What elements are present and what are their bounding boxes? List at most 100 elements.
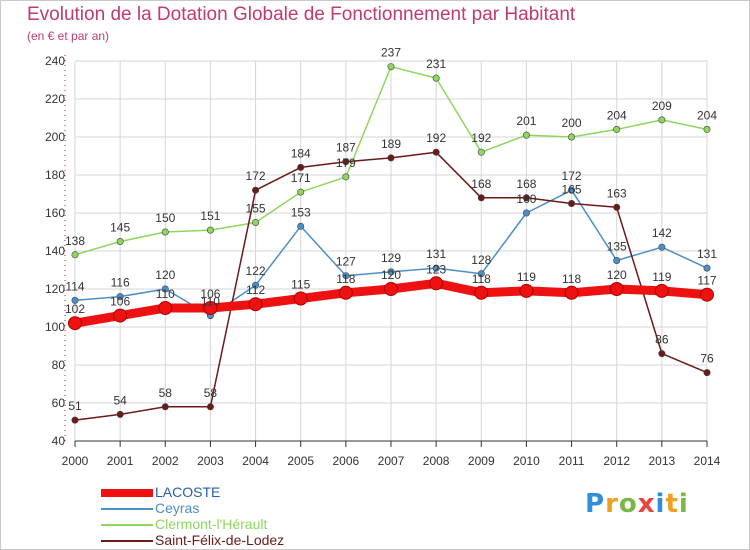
data-label-saint-f-lix-de-lodez: 86 (655, 333, 669, 347)
data-label-ceyras: 135 (607, 240, 627, 254)
data-label-lacoste: 119 (652, 270, 671, 284)
data-point-saint-f-lix-de-lodez (206, 403, 214, 411)
data-point-lacoste (654, 283, 669, 298)
data-label-ceyras: 153 (291, 205, 311, 219)
data-label-clermont-l-h-rault: 145 (110, 221, 130, 235)
y-tick-label: 60 (52, 396, 66, 410)
data-label-lacoste: 115 (291, 278, 310, 292)
data-label-clermont-l-h-rault: 204 (697, 108, 717, 122)
data-point-saint-f-lix-de-lodez (522, 194, 530, 202)
data-label-ceyras: 160 (516, 192, 536, 206)
data-label-clermont-l-h-rault: 200 (562, 116, 582, 130)
x-tick-label: 2011 (559, 454, 585, 468)
data-label-ceyras: 120 (155, 268, 175, 282)
data-point-lacoste (158, 301, 173, 315)
data-point-lacoste (700, 287, 714, 302)
data-label-saint-f-lix-de-lodez: 51 (68, 399, 82, 413)
data-point-clermont-l-h-rault (432, 74, 440, 82)
y-tick-label: 40 (52, 434, 66, 448)
data-label-clermont-l-h-rault: 192 (471, 131, 491, 145)
data-point-clermont-l-h-rault (658, 116, 666, 124)
y-tick-label: 80 (52, 358, 66, 372)
data-label-saint-f-lix-de-lodez: 189 (381, 137, 401, 151)
data-label-ceyras: 122 (246, 264, 266, 278)
data-point-clermont-l-h-rault (522, 131, 530, 139)
data-point-clermont-l-h-rault (252, 219, 260, 227)
x-tick-label: 2001 (107, 454, 134, 468)
data-point-ceyras (116, 293, 124, 301)
chart-title: Evolution de la Dotation Globale de Fonc… (27, 4, 576, 25)
y-tick-label: 180 (45, 168, 65, 182)
data-label-ceyras: 116 (111, 276, 130, 290)
legend-label: Saint-Félix-de-Lodez (155, 532, 285, 548)
x-tick-label: 2013 (649, 454, 676, 468)
data-point-saint-f-lix-de-lodez (342, 158, 350, 166)
data-label-lacoste: 118 (562, 272, 581, 286)
data-label-clermont-l-h-rault: 155 (246, 202, 266, 216)
data-point-ceyras (387, 268, 395, 276)
data-point-saint-f-lix-de-lodez (387, 154, 395, 162)
data-label-clermont-l-h-rault: 209 (652, 99, 672, 113)
data-point-lacoste (519, 283, 534, 298)
legend-label: Ceyras (155, 500, 200, 516)
data-label-ceyras: 128 (471, 253, 491, 267)
proxiti-logo: Proxiti (585, 489, 689, 519)
data-label-lacoste: 117 (697, 274, 716, 288)
x-tick-label: 2004 (242, 454, 269, 468)
data-label-clermont-l-h-rault: 201 (516, 114, 536, 128)
data-point-ceyras (613, 256, 621, 264)
data-point-clermont-l-h-rault (342, 173, 350, 181)
data-label-saint-f-lix-de-lodez: 172 (246, 169, 266, 183)
data-point-saint-f-lix-de-lodez (297, 163, 305, 171)
data-point-lacoste (384, 282, 398, 296)
data-point-ceyras (161, 285, 169, 293)
data-point-lacoste (429, 276, 444, 291)
chart-subtitle: (en € et par an) (27, 29, 110, 43)
data-point-saint-f-lix-de-lodez (477, 194, 485, 202)
data-point-clermont-l-h-rault (613, 125, 621, 133)
data-label-saint-f-lix-de-lodez: 165 (562, 183, 582, 197)
data-point-clermont-l-h-rault (116, 238, 124, 246)
data-label-ceyras: 127 (336, 255, 356, 269)
data-point-saint-f-lix-de-lodez (703, 369, 711, 377)
x-tick-label: 2008 (423, 454, 450, 468)
data-point-ceyras (658, 243, 666, 251)
legend-label: LACOSTE (155, 484, 221, 500)
data-label-saint-f-lix-de-lodez: 187 (336, 141, 356, 155)
data-point-ceyras (342, 272, 350, 280)
data-point-lacoste (68, 316, 82, 331)
data-point-lacoste (293, 291, 308, 306)
data-point-ceyras (252, 281, 260, 289)
data-point-clermont-l-h-rault (477, 148, 485, 156)
data-point-clermont-l-h-rault (206, 226, 214, 234)
data-point-saint-f-lix-de-lodez (568, 200, 576, 208)
x-tick-label: 2003 (197, 454, 224, 468)
data-label-saint-f-lix-de-lodez: 163 (607, 186, 627, 200)
data-point-clermont-l-h-rault (71, 251, 79, 259)
data-point-clermont-l-h-rault (297, 188, 305, 196)
data-label-saint-f-lix-de-lodez: 192 (426, 131, 446, 145)
y-tick-label: 120 (45, 282, 65, 296)
data-point-lacoste (203, 301, 218, 315)
data-label-lacoste: 120 (381, 268, 401, 282)
data-label-lacoste: 123 (426, 262, 446, 276)
data-point-saint-f-lix-de-lodez (658, 350, 666, 358)
data-label-ceyras: 131 (697, 247, 717, 261)
data-point-lacoste (609, 282, 624, 296)
data-label-lacoste: 118 (336, 272, 355, 286)
data-label-saint-f-lix-de-lodez: 54 (113, 393, 127, 407)
y-tick-label: 200 (45, 130, 65, 144)
data-point-ceyras (522, 209, 530, 217)
data-label-ceyras: 172 (562, 169, 582, 183)
data-label-clermont-l-h-rault: 237 (381, 46, 401, 60)
data-label-lacoste: 106 (110, 295, 130, 309)
data-label-lacoste: 112 (246, 283, 265, 297)
x-tick-label: 2000 (62, 454, 89, 468)
data-point-ceyras (477, 270, 485, 278)
data-point-ceyras (71, 296, 79, 304)
data-label-clermont-l-h-rault: 204 (607, 108, 627, 122)
data-label-lacoste: 119 (517, 270, 536, 284)
x-tick-label: 2007 (378, 454, 405, 468)
x-tick-label: 2002 (152, 454, 179, 468)
